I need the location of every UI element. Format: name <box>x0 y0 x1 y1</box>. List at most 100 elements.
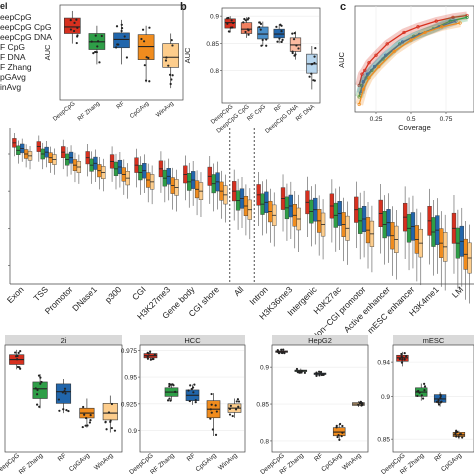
data-point <box>171 44 174 47</box>
data-point <box>189 384 192 387</box>
data-point <box>210 411 213 414</box>
data-point <box>454 19 458 23</box>
y-axis-label: AUC <box>43 44 52 60</box>
data-point <box>16 358 19 361</box>
x-tick-label: Intron <box>247 284 270 307</box>
x-tick-label: All <box>232 284 246 298</box>
data-point <box>85 416 88 420</box>
y-tick-label: 0.85 <box>377 437 390 444</box>
x-tick-label: RF <box>116 101 126 111</box>
data-point <box>402 30 406 35</box>
data-point <box>146 355 149 358</box>
data-point <box>168 73 172 76</box>
data-point <box>259 28 262 31</box>
x-tick-label: RF Zhang <box>77 101 101 123</box>
data-point <box>231 414 234 418</box>
legend-entry: F CpG <box>0 42 25 52</box>
data-point <box>244 30 247 34</box>
data-point <box>17 351 20 354</box>
legend-entry: inAvg <box>0 82 21 92</box>
x-tick-label: Exon <box>5 284 26 305</box>
data-point <box>294 53 297 56</box>
data-point <box>117 43 120 46</box>
data-point <box>295 367 299 371</box>
data-point <box>171 74 174 77</box>
y-tick-label: 0.9 <box>210 14 219 21</box>
legend-entry: F Zhang <box>0 62 32 72</box>
data-point <box>67 409 70 413</box>
x-tick-label: p300 <box>103 284 124 305</box>
data-point <box>421 397 425 400</box>
data-point <box>423 382 426 385</box>
data-point <box>337 434 340 437</box>
data-point <box>211 428 214 431</box>
data-point <box>40 380 43 384</box>
data-point <box>39 376 42 379</box>
panel-letter: c <box>340 1 346 13</box>
data-point <box>120 29 123 33</box>
data-point <box>192 391 195 394</box>
data-point <box>63 387 67 390</box>
data-point <box>417 389 420 393</box>
data-point <box>169 82 172 86</box>
data-point <box>277 350 280 354</box>
x-tick-label: TSS <box>31 284 50 303</box>
data-point <box>247 29 250 32</box>
data-point <box>36 393 39 396</box>
data-point <box>125 56 129 59</box>
data-point <box>167 64 170 67</box>
data-point <box>104 420 107 424</box>
data-point <box>315 374 318 377</box>
data-point <box>365 72 370 76</box>
data-point <box>209 417 212 420</box>
data-point <box>174 390 177 394</box>
data-point <box>234 408 238 411</box>
data-point <box>439 401 442 404</box>
data-point <box>214 433 218 436</box>
data-point <box>89 413 92 417</box>
data-point <box>265 38 268 41</box>
x-tick-label: RF <box>273 104 283 114</box>
data-point <box>215 410 218 413</box>
data-point <box>88 421 92 424</box>
data-point <box>115 25 119 28</box>
data-point <box>242 21 245 24</box>
data-point <box>451 15 455 20</box>
data-point <box>109 419 112 422</box>
data-point <box>142 40 146 43</box>
box <box>162 43 179 68</box>
data-point <box>145 56 148 59</box>
data-point <box>194 401 197 404</box>
data-point <box>258 21 261 24</box>
x-tick-label: DNase1 <box>70 284 99 313</box>
data-point <box>148 80 151 83</box>
data-point <box>235 400 238 403</box>
data-point <box>243 17 246 21</box>
data-point <box>148 26 151 29</box>
data-point <box>377 64 381 69</box>
data-point <box>405 354 408 358</box>
data-point <box>115 46 118 49</box>
data-point <box>335 424 338 427</box>
data-point <box>291 50 294 53</box>
data-point <box>144 79 148 82</box>
data-point <box>62 408 65 411</box>
data-point <box>75 41 78 45</box>
y-tick-label: 0.8 <box>260 438 269 445</box>
data-point <box>261 38 264 42</box>
facet-strip <box>272 335 368 345</box>
data-point <box>96 40 100 43</box>
data-point <box>423 30 427 35</box>
data-point <box>439 394 442 398</box>
panel-c: c 0.25 0.5 0.75 Coverage AUC <box>337 1 474 132</box>
fit-line <box>358 22 461 105</box>
data-point <box>237 400 241 403</box>
x-tick-label: CGI <box>130 284 148 302</box>
data-point <box>168 397 171 400</box>
y-axis-label: AUC <box>183 47 192 63</box>
data-point <box>210 392 213 396</box>
data-point <box>210 403 213 406</box>
x-tick-label: RF <box>433 452 444 463</box>
data-point <box>300 369 304 373</box>
